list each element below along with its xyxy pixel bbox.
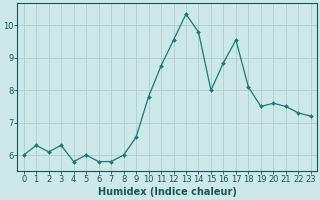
X-axis label: Humidex (Indice chaleur): Humidex (Indice chaleur) bbox=[98, 187, 237, 197]
